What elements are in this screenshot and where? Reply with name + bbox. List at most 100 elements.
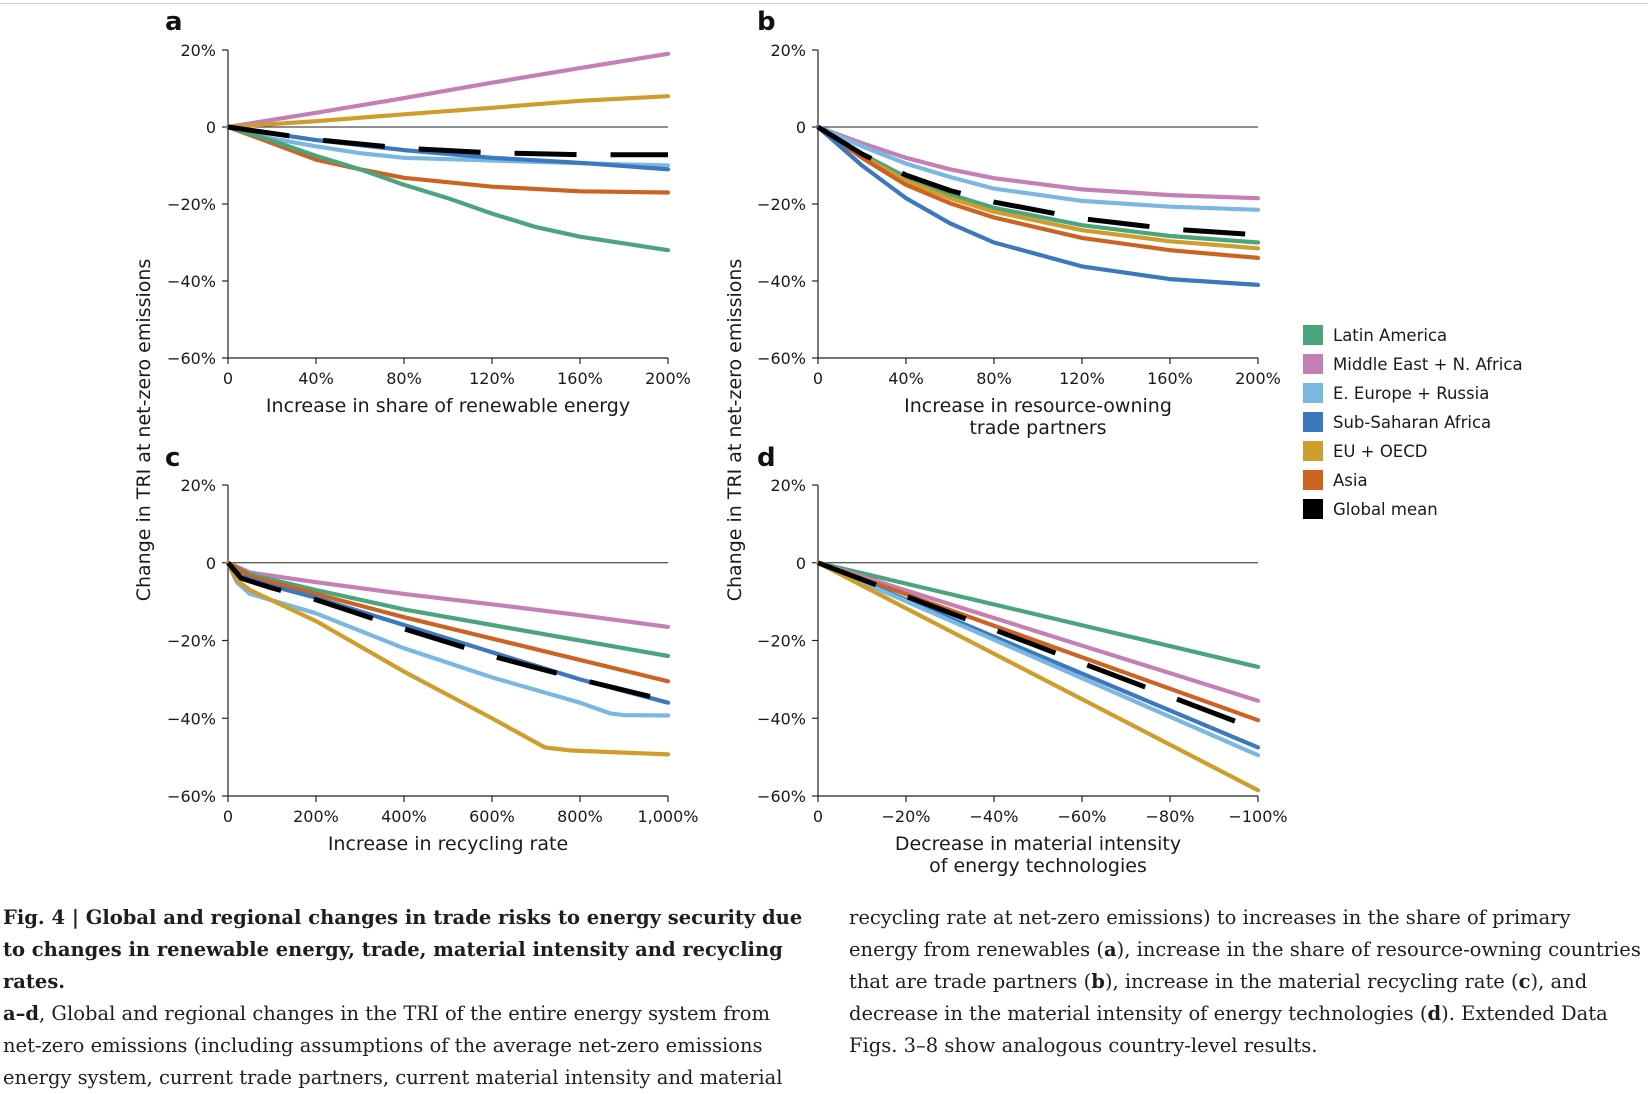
legend-swatch-latin_america [1303,325,1323,345]
caption-panel-range: a–d [3,1002,40,1025]
y-tick-label: −60% [757,787,806,806]
y-tick-label: 0 [206,554,216,573]
series-line-eeurope [225,560,671,718]
x-tick-label: −100% [1228,807,1287,826]
x-axis-label: Decrease in material intensity [895,833,1181,855]
legend-label-eeurope: E. Europe + Russia [1333,384,1489,403]
caption-ref-b: b [1091,970,1105,993]
caption-left-text: , Global and regional changes in the TRI… [3,1002,783,1089]
caption-ref-c: c [1518,970,1531,993]
caption-ref-a: a [1103,938,1117,961]
x-tick-label: 0 [813,807,823,826]
series-line-global [227,124,668,158]
series-line-global [226,561,669,704]
caption-right-text-5: ). Extended Data Figs. 3–8 show analogou… [849,1002,1608,1057]
caption-right: recycling rate at net-zero emissions) to… [849,902,1644,1062]
caption-title: Global and regional changes in trade ris… [3,906,803,993]
panel-label-a: a [165,7,183,37]
x-axis-label: Increase in resource-owning [904,395,1172,417]
panel-label-c: c [165,443,180,473]
y-tick-label: −40% [757,709,806,728]
x-axis-label: of energy technologies [929,855,1147,877]
legend-swatch-asia [1303,470,1323,490]
series-line-latin_america [225,124,671,253]
figure-4: a 20% 0 −20% −40% −60% 0 40% 80% 120% 160% 200% Incr… [133,7,1523,877]
y-tick-label: −20% [167,632,216,651]
series-line-mena [815,560,1261,703]
x-tick-label: 120% [1059,369,1105,388]
series-line-asia [225,124,671,195]
y-tick-label: 20% [770,476,806,495]
x-tick-label: 200% [645,369,691,388]
panel-a [222,49,671,364]
x-tick-label: 600% [469,807,515,826]
x-tick-label: −20% [882,807,931,826]
caption-right-text-3: ), increase in the material recycling ra… [1104,970,1519,993]
x-tick-label: 40% [888,369,924,388]
x-tick-label: 80% [976,369,1012,388]
y-axis-label: Change in TRI at net-zero emissions [724,259,746,602]
legend-swatch-ssa [1303,412,1323,432]
caption-ref-d: d [1427,1002,1442,1025]
series-line-ssa [815,124,1261,287]
x-tick-label: 80% [386,369,422,388]
series-line-global [817,560,1259,733]
legend-swatch-mena [1303,354,1323,374]
x-tick-label: 200% [1235,369,1281,388]
series-line-global [816,124,1259,238]
y-tick-label: −60% [757,349,806,368]
caption-right-text-2: ), increase in the share of resource-own… [849,938,1641,993]
legend-label-latin_america: Latin America [1333,326,1447,345]
y-tick-label: −60% [167,787,216,806]
legend-label-mena: Middle East + N. Africa [1333,355,1523,374]
series-line-asia [225,560,671,684]
series-line-eu_oecd [225,560,671,757]
series-line-mena [815,124,1261,201]
x-tick-label: −80% [1146,807,1195,826]
y-tick-label: 0 [206,118,216,137]
x-tick-label: 800% [557,807,603,826]
x-axis-label: Increase in share of renewable energy [266,395,630,417]
x-tick-label: 200% [293,807,339,826]
x-tick-label: 160% [1147,369,1193,388]
series-line-eu_oecd [815,560,1261,793]
x-axis-label: trade partners [969,417,1106,439]
panel-c [222,484,671,802]
series-line-eeurope [815,124,1261,212]
legend-label-eu_oecd: EU + OECD [1333,442,1427,461]
caption-left: Fig. 4 | Global and regional changes in … [3,902,803,1094]
series-line-ssa [225,124,671,172]
y-tick-label: −20% [757,632,806,651]
x-tick-label: 160% [557,369,603,388]
x-tick-label: 40% [298,369,334,388]
y-tick-label: 20% [770,41,806,60]
panel-d [812,484,1261,802]
series-line-eu_oecd [225,94,671,130]
legend-label-ssa: Sub-Saharan Africa [1333,413,1491,432]
legend-label-global: Global mean [1333,500,1438,519]
series-line-asia [815,124,1261,260]
series-line-eeurope [815,560,1261,758]
x-tick-label: −60% [1058,807,1107,826]
legend-label-asia: Asia [1333,471,1368,490]
y-tick-label: 0 [796,118,806,137]
caption-right-text-4: ), and decrease in the material intensit… [849,970,1588,1025]
y-tick-label: −60% [167,349,216,368]
x-tick-label: 1,000% [637,807,698,826]
y-tick-label: −40% [167,709,216,728]
series-line-latin_america [815,560,1261,670]
caption-right-text-1: recycling rate at net-zero emissions) to… [849,906,1571,961]
panel-label-b: b [757,7,776,37]
y-tick-label: 0 [796,554,806,573]
series-line-mena [225,51,671,130]
panel-label-d: d [757,443,776,473]
panel-b [812,49,1261,364]
x-tick-label: −40% [970,807,1019,826]
x-tick-label: 120% [469,369,515,388]
x-tick-label: 0 [223,807,233,826]
x-tick-label: 0 [223,369,233,388]
legend [1303,325,1323,519]
y-tick-label: 20% [180,476,216,495]
y-tick-label: −40% [757,272,806,291]
y-tick-label: −20% [757,195,806,214]
